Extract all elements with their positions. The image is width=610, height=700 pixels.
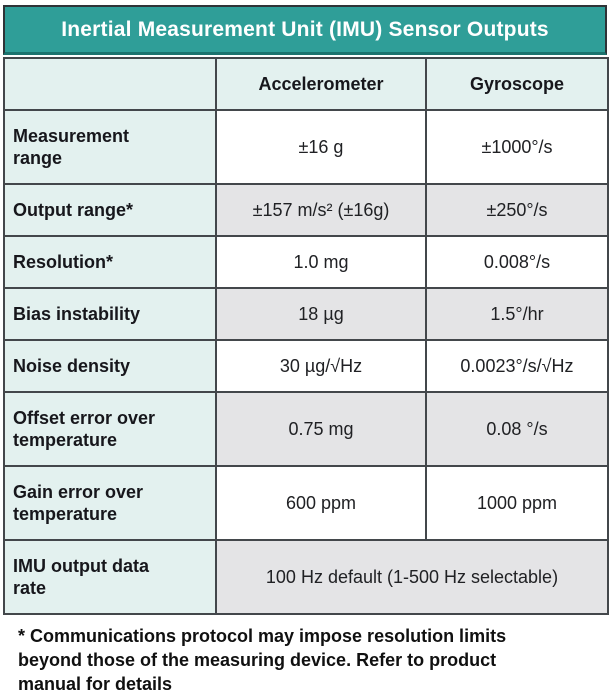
imu-spec-table: Accelerometer Gyroscope Measurement rang… <box>3 57 609 615</box>
gyroscope-value-cell: 1000 ppm <box>425 465 609 541</box>
row-label: Gain error over temperature <box>13 481 144 525</box>
accelerometer-value-cell: ±157 m/s² (±16g) <box>215 183 427 237</box>
row-label-cell: IMU output data rate <box>3 539 217 615</box>
accelerometer-value-cell: 0.75 mg <box>215 391 427 467</box>
row-label: Output range* <box>13 199 133 220</box>
row-noise-density: Noise density 30 µg/√Hz 0.0023°/s/√Hz <box>3 339 609 393</box>
row-output-range: Output range* ±157 m/s² (±16g) ±250°/s <box>3 183 609 237</box>
row-label: IMU output data rate <box>13 555 149 599</box>
gyroscope-value-cell: 0.008°/s <box>425 235 609 289</box>
row-label-cell: Gain error over temperature <box>3 465 217 541</box>
corner-cell <box>3 57 217 111</box>
row-bias-instability: Bias instability 18 µg 1.5°/hr <box>3 287 609 341</box>
row-imu-output-data-rate: IMU output data rate 100 Hz default (1-5… <box>3 539 609 615</box>
row-gain-error: Gain error over temperature 600 ppm 1000… <box>3 465 609 541</box>
footnote-line-2: beyond those of the measuring device. Re… <box>18 650 497 670</box>
row-label-cell: Bias instability <box>3 287 217 341</box>
row-offset-error: Offset error over temperature 0.75 mg 0.… <box>3 391 609 467</box>
table-title-bar: Inertial Measurement Unit (IMU) Sensor O… <box>3 5 607 55</box>
col-header-accelerometer: Accelerometer <box>215 57 427 111</box>
gyroscope-value-cell: 1.5°/hr <box>425 287 609 341</box>
table-title: Inertial Measurement Unit (IMU) Sensor O… <box>61 17 549 41</box>
accelerometer-value-cell: 600 ppm <box>215 465 427 541</box>
accelerometer-value-cell: 30 µg/√Hz <box>215 339 427 393</box>
row-label-cell: Resolution* <box>3 235 217 289</box>
merged-value-cell: 100 Hz default (1-500 Hz selectable) <box>215 539 609 615</box>
row-label-cell: Offset error over temperature <box>3 391 217 467</box>
gyroscope-value-cell: 0.08 °/s <box>425 391 609 467</box>
row-measurement-range: Measurement range ±16 g ±1000°/s <box>3 109 609 185</box>
accelerometer-value-cell: 18 µg <box>215 287 427 341</box>
row-label: Offset error over temperature <box>13 407 156 451</box>
row-label-cell: Measurement range <box>3 109 217 185</box>
col-header-gyroscope: Gyroscope <box>425 57 609 111</box>
accelerometer-value-cell: 1.0 mg <box>215 235 427 289</box>
footnote-line-3: manual for details <box>18 674 173 694</box>
footnote: * Communications protocol may impose res… <box>18 624 607 696</box>
gyroscope-value-cell: ±1000°/s <box>425 109 609 185</box>
row-label-cell: Output range* <box>3 183 217 237</box>
row-label-cell: Noise density <box>3 339 217 393</box>
header-row: Accelerometer Gyroscope <box>3 57 609 111</box>
row-label: Measurement range <box>13 125 130 169</box>
row-label: Bias instability <box>13 303 141 324</box>
gyroscope-value-cell: ±250°/s <box>425 183 609 237</box>
gyroscope-value-cell: 0.0023°/s/√Hz <box>425 339 609 393</box>
accelerometer-value-cell: ±16 g <box>215 109 427 185</box>
row-label: Noise density <box>13 355 131 376</box>
footnote-line-1: * Communications protocol may impose res… <box>18 626 507 646</box>
row-label: Resolution* <box>13 251 114 272</box>
row-resolution: Resolution* 1.0 mg 0.008°/s <box>3 235 609 289</box>
